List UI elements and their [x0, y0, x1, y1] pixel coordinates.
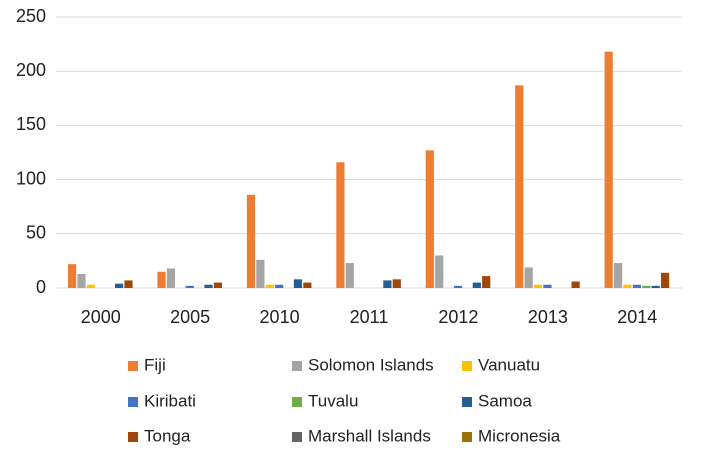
legend-label: Marshall Islands	[308, 426, 431, 445]
legend-swatch	[292, 361, 302, 371]
bar	[543, 284, 552, 288]
bar	[453, 285, 463, 288]
x-tick-label: 2013	[528, 307, 568, 327]
legend-label: Fiji	[144, 355, 166, 374]
x-tick-label: 2010	[260, 307, 300, 327]
bar	[472, 282, 481, 288]
bar	[613, 263, 623, 288]
x-tick-label: 2000	[81, 307, 121, 327]
bar	[425, 150, 434, 288]
legend-label: Solomon Islands	[308, 355, 434, 374]
x-tick-label: 2012	[438, 307, 478, 327]
legend-label: Micronesia	[478, 426, 561, 445]
legend-label: Tonga	[144, 426, 191, 445]
bar	[435, 255, 444, 288]
y-tick-label: 100	[16, 168, 46, 188]
bar	[533, 284, 543, 288]
bar	[604, 51, 613, 288]
bar	[632, 284, 641, 288]
legend-swatch	[128, 397, 138, 407]
bar	[623, 284, 632, 288]
legend-label: Vanuatu	[478, 355, 540, 374]
bar	[256, 259, 265, 288]
bar	[265, 284, 274, 288]
bar	[204, 284, 213, 288]
bar	[515, 85, 524, 289]
x-tick-label: 2011	[350, 307, 389, 327]
y-tick-label: 50	[26, 223, 46, 243]
bar	[571, 281, 580, 288]
legend-swatch	[462, 397, 472, 407]
bar	[213, 282, 223, 288]
bar	[642, 285, 651, 288]
legend-swatch	[292, 397, 302, 407]
y-tick-label: 150	[16, 114, 46, 134]
y-tick-label: 250	[16, 6, 46, 26]
bar	[86, 284, 95, 288]
legend-swatch	[128, 432, 138, 442]
bar	[275, 284, 284, 288]
bar	[660, 272, 670, 288]
bar	[246, 194, 256, 288]
legend-swatch	[292, 432, 302, 442]
bar	[345, 263, 354, 288]
bar	[524, 267, 533, 288]
bar	[293, 279, 303, 288]
legend-swatch	[462, 361, 472, 371]
bar	[68, 264, 77, 288]
bar	[166, 268, 176, 288]
legend-label: Kiribati	[144, 391, 196, 410]
bar	[651, 285, 660, 288]
bar	[77, 273, 86, 288]
y-tick-label: 200	[16, 60, 46, 80]
bar	[482, 276, 491, 288]
legend-swatch	[128, 361, 138, 371]
bar	[336, 162, 345, 288]
x-tick-label: 2014	[617, 307, 657, 327]
bar	[157, 271, 166, 288]
bar	[124, 280, 133, 288]
bar	[185, 285, 194, 288]
x-tick-label: 2005	[170, 307, 210, 327]
y-tick-label: 0	[36, 277, 46, 297]
bar	[383, 280, 392, 288]
bar	[392, 279, 401, 288]
legend-swatch	[462, 432, 472, 442]
legend-label: Samoa	[478, 391, 532, 410]
bar	[303, 282, 312, 288]
legend-label: Tuvalu	[308, 391, 358, 410]
bar	[115, 283, 124, 288]
